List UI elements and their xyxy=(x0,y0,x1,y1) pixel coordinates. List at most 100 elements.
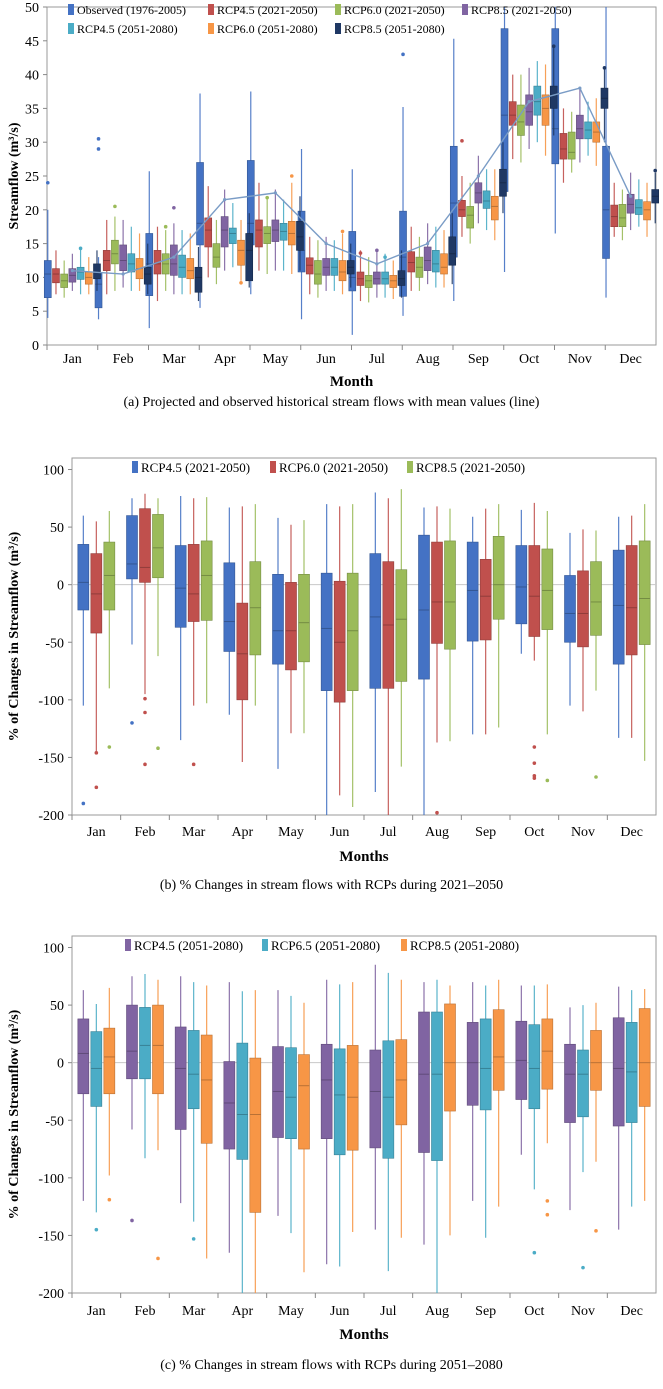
xtick-label-c-feb: Feb xyxy=(135,1304,156,1319)
box-b-1-8 xyxy=(479,559,492,641)
legend-swatch-c-1 xyxy=(262,939,268,951)
xtick-label-a-jul: Jul xyxy=(369,352,385,367)
ytick-label-a-25: 25 xyxy=(25,170,39,185)
xtick-label-b-apr: Apr xyxy=(231,825,253,840)
ytick-label-a-10: 10 xyxy=(25,271,39,286)
box-a-6-7 xyxy=(448,236,457,266)
box-a-0-0 xyxy=(43,260,52,298)
ytick-label-c-0: 0 xyxy=(57,1057,64,1072)
outlier-c-1-0 xyxy=(94,1227,99,1232)
box-a-4-11 xyxy=(635,199,643,215)
legend-swatch-a-2 xyxy=(335,4,341,15)
xtick-label-b-jun: Jun xyxy=(330,825,349,840)
box-c-1-8 xyxy=(479,1018,492,1111)
box-c-2-1 xyxy=(152,1004,164,1095)
box-c-1-5 xyxy=(333,1048,346,1156)
outlier-a-5-1 xyxy=(289,174,294,178)
box-a-1-4 xyxy=(255,219,263,248)
legend-swatch-b-1 xyxy=(270,461,276,473)
box-b-2-7 xyxy=(444,540,456,650)
outlier-a-2-0 xyxy=(113,204,117,209)
box-b-1-10 xyxy=(577,570,589,648)
ytick-label-a-30: 30 xyxy=(25,136,39,151)
xtick-label-b-jul: Jul xyxy=(380,825,396,840)
box-c-0-0 xyxy=(77,1018,90,1095)
box-b-2-9 xyxy=(541,548,554,630)
box-a-1-11 xyxy=(610,204,619,227)
box-c-1-0 xyxy=(90,1031,103,1107)
xtick-label-b-feb: Feb xyxy=(135,825,156,840)
box-a-3-2 xyxy=(170,244,178,276)
box-b-2-0 xyxy=(103,541,116,611)
box-a-0-3 xyxy=(196,162,204,246)
box-a-3-3 xyxy=(220,216,229,248)
box-b-2-6 xyxy=(395,569,408,682)
xtick-label-b-oct: Oct xyxy=(524,825,544,840)
xtick-label-a-nov: Nov xyxy=(568,352,592,367)
legend-label-a-4: RCP4.5 (2051-2080) xyxy=(77,22,178,36)
box-a-4-2 xyxy=(178,254,186,278)
box-c-0-3 xyxy=(223,1061,236,1150)
ytick-label-a-5: 5 xyxy=(32,305,39,320)
box-c-0-1 xyxy=(126,1004,138,1080)
outlier-a-0-1 xyxy=(96,137,101,141)
legend-label-b-1: RCP6.0 (2021-2050) xyxy=(279,460,388,475)
xtick-label-c-oct: Oct xyxy=(524,1304,544,1319)
box-b-0-1 xyxy=(126,515,138,580)
box-b-0-2 xyxy=(174,545,187,628)
xtick-label-c-may: May xyxy=(278,1304,304,1319)
mean-point-a-1 xyxy=(121,272,125,276)
box-a-2-8 xyxy=(466,206,474,229)
xtick-label-b-aug: Aug xyxy=(425,825,449,840)
box-b-0-5 xyxy=(320,572,333,691)
legend-label-a-1: RCP4.5 (2021-2050) xyxy=(217,3,318,17)
legend-swatch-a-1 xyxy=(208,4,214,15)
legend-swatch-a-0 xyxy=(68,4,74,15)
legend-label-c-0: RCP4.5 (2051-2080) xyxy=(134,938,243,953)
box-c-2-11 xyxy=(638,1008,651,1107)
box-a-3-7 xyxy=(423,246,432,271)
outlier-c-1-2 xyxy=(532,1250,537,1255)
y-axis-title-b: % of Changes in Streamflow (m³/s) xyxy=(7,531,22,741)
box-c-2-4 xyxy=(298,1054,310,1150)
box-a-4-3 xyxy=(229,227,237,244)
box-c-1-11 xyxy=(625,1022,638,1123)
mean-point-a-6 xyxy=(375,262,379,266)
box-a-5-7 xyxy=(440,253,448,275)
box-b-0-7 xyxy=(418,534,430,680)
xtick-label-a-may: May xyxy=(263,352,289,367)
outlier-a-3-1 xyxy=(375,248,379,253)
ytick-label-b-50: 50 xyxy=(50,521,64,536)
outlier-b-2-0 xyxy=(107,745,112,749)
box-a-6-9 xyxy=(549,85,558,109)
box-b-0-0 xyxy=(77,544,90,611)
ytick-label-a-15: 15 xyxy=(25,238,39,253)
box-b-2-2 xyxy=(200,540,213,621)
outlier-a-5-0 xyxy=(239,281,243,285)
legend-label-a-3: RCP8.5 (2021-2050) xyxy=(471,3,572,17)
box-a-5-8 xyxy=(490,195,499,221)
x-axis-title-b: Months xyxy=(339,849,388,865)
outlier-b-0-1 xyxy=(130,721,134,725)
box-c-1-1 xyxy=(139,1007,151,1080)
box-c-0-6 xyxy=(369,1049,382,1149)
box-a-6-6 xyxy=(397,270,406,286)
box-b-0-6 xyxy=(369,553,382,689)
box-a-6-0 xyxy=(93,263,101,280)
box-b-0-11 xyxy=(612,549,625,665)
box-c-1-6 xyxy=(382,1040,395,1159)
ytick-label-a-45: 45 xyxy=(25,35,39,50)
box-a-2-11 xyxy=(618,204,627,227)
box-a-5-0 xyxy=(84,271,93,285)
outlier-a-2-1 xyxy=(163,224,168,229)
box-a-1-0 xyxy=(52,268,60,284)
outlier-a-1-1 xyxy=(460,139,464,143)
box-a-6-2 xyxy=(194,266,203,293)
xtick-label-a-feb: Feb xyxy=(113,352,134,367)
box-c-0-2 xyxy=(174,1026,187,1130)
box-b-1-2 xyxy=(187,544,200,622)
box-c-0-4 xyxy=(272,1046,284,1138)
outlier-c-1-3 xyxy=(581,1265,585,1270)
outlier-a-0-2 xyxy=(96,147,101,151)
box-b-1-7 xyxy=(431,541,443,644)
